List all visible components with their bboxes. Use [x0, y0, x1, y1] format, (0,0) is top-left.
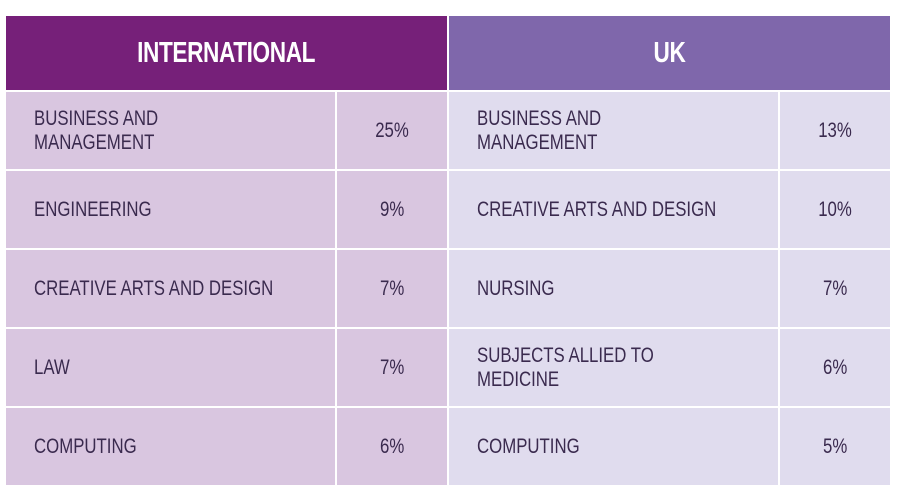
- table-row: ENGINEERING 9%: [6, 169, 447, 248]
- subject-cell: LAW: [6, 329, 337, 406]
- subject-label: LAW: [34, 355, 70, 379]
- international-title: INTERNATIONAL: [137, 36, 316, 69]
- table-row: SUBJECTS ALLIED TO MEDICINE 6%: [449, 327, 890, 406]
- table-row: BUSINESS AND MANAGEMENT 13%: [449, 90, 890, 169]
- subject-cell: ENGINEERING: [6, 171, 337, 248]
- uk-title: UK: [653, 36, 686, 69]
- uk-header: UK: [449, 16, 890, 90]
- subject-label: SUBJECTS ALLIED TO MEDICINE: [477, 343, 654, 391]
- subject-label: CREATIVE ARTS AND DESIGN: [477, 197, 717, 221]
- value-cell: 10%: [780, 171, 890, 248]
- table-row: NURSING 7%: [449, 248, 890, 327]
- value-label: 25%: [375, 118, 409, 142]
- value-cell: 5%: [780, 408, 890, 485]
- table-row: CREATIVE ARTS AND DESIGN 10%: [449, 169, 890, 248]
- subject-label: BUSINESS AND MANAGEMENT: [34, 106, 159, 154]
- subject-cell: CREATIVE ARTS AND DESIGN: [449, 171, 780, 248]
- subject-cell: CREATIVE ARTS AND DESIGN: [6, 250, 337, 327]
- subject-label: ENGINEERING: [34, 197, 152, 221]
- subject-cell: SUBJECTS ALLIED TO MEDICINE: [449, 329, 780, 406]
- subject-cell: COMPUTING: [449, 408, 780, 485]
- subject-label: CREATIVE ARTS AND DESIGN: [34, 276, 274, 300]
- subject-cell: BUSINESS AND MANAGEMENT: [6, 92, 337, 169]
- table-row: BUSINESS AND MANAGEMENT 25%: [6, 90, 447, 169]
- value-cell: 9%: [337, 171, 447, 248]
- value-label: 6%: [379, 434, 405, 458]
- value-label: 7%: [379, 276, 405, 300]
- table-row: COMPUTING 5%: [449, 406, 890, 485]
- value-cell: 13%: [780, 92, 890, 169]
- value-cell: 6%: [780, 329, 890, 406]
- subject-label: NURSING: [477, 276, 555, 300]
- international-header: INTERNATIONAL: [6, 16, 447, 90]
- value-cell: 7%: [337, 250, 447, 327]
- subject-cell: BUSINESS AND MANAGEMENT: [449, 92, 780, 169]
- value-label: 9%: [379, 197, 405, 221]
- international-table: INTERNATIONAL BUSINESS AND MANAGEMENT 25…: [6, 16, 447, 485]
- subject-label: COMPUTING: [477, 434, 580, 458]
- value-label: 7%: [822, 276, 848, 300]
- table-row: COMPUTING 6%: [6, 406, 447, 485]
- value-cell: 7%: [337, 329, 447, 406]
- subject-label: COMPUTING: [34, 434, 137, 458]
- table-row: CREATIVE ARTS AND DESIGN 7%: [6, 248, 447, 327]
- value-label: 10%: [818, 197, 852, 221]
- subject-label: BUSINESS AND MANAGEMENT: [477, 106, 602, 154]
- table-row: LAW 7%: [6, 327, 447, 406]
- value-label: 5%: [822, 434, 848, 458]
- value-label: 13%: [818, 118, 852, 142]
- value-cell: 6%: [337, 408, 447, 485]
- value-cell: 7%: [780, 250, 890, 327]
- subject-cell: NURSING: [449, 250, 780, 327]
- value-label: 6%: [822, 355, 848, 379]
- value-label: 7%: [379, 355, 405, 379]
- value-cell: 25%: [337, 92, 447, 169]
- uk-table: UK BUSINESS AND MANAGEMENT 13% CREATIVE …: [449, 16, 890, 485]
- subject-cell: COMPUTING: [6, 408, 337, 485]
